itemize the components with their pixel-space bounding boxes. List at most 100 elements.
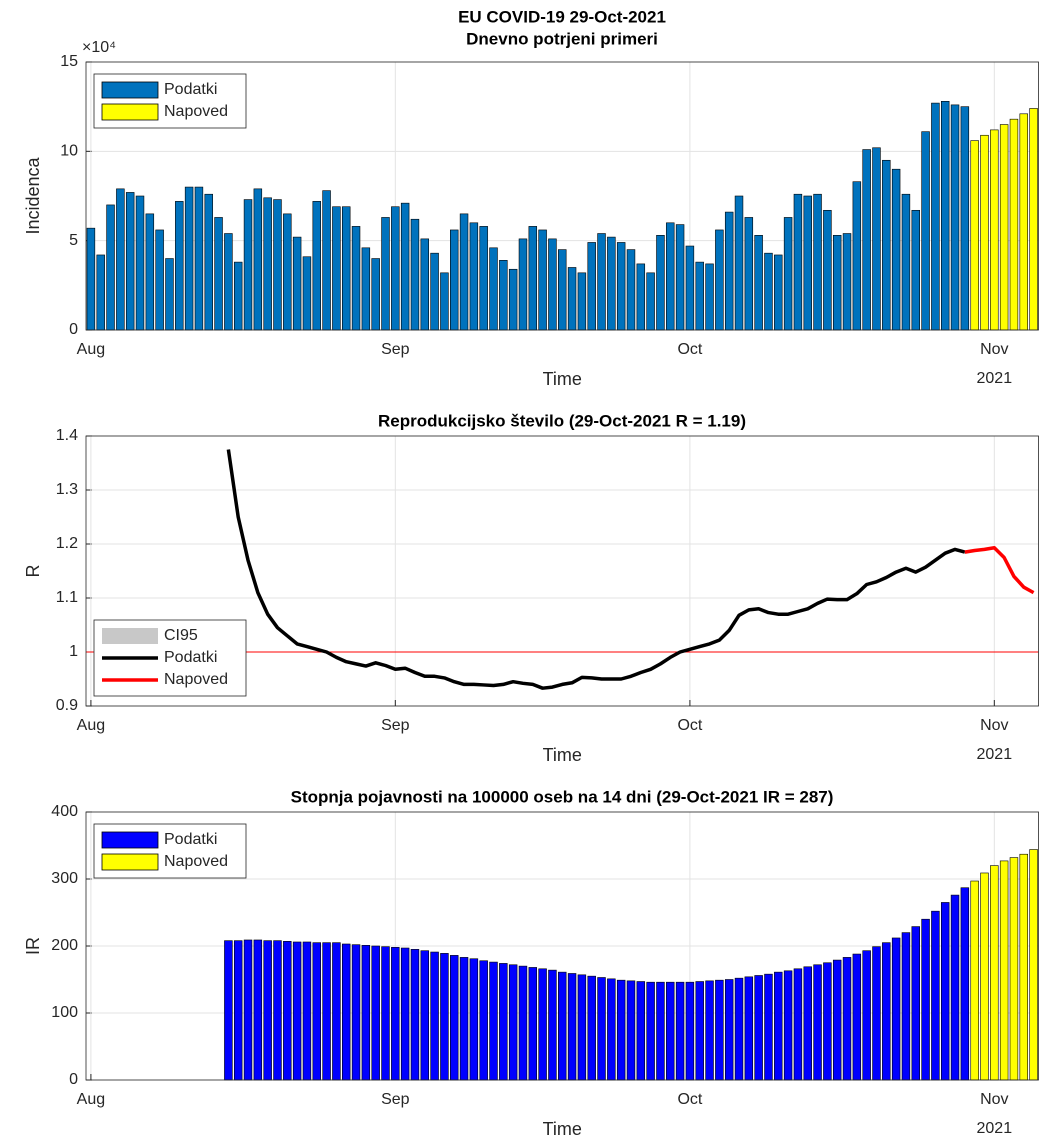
bar [273,940,282,1081]
bar [204,193,213,331]
bar [891,937,901,1081]
bar [754,235,763,331]
bar [332,206,341,331]
bar [508,268,518,331]
bar [823,209,832,331]
bar [715,229,724,331]
bar [135,195,145,331]
legend-swatch [102,628,158,644]
bar [1009,857,1019,1081]
bar [852,953,862,1081]
bar [450,955,459,1081]
bar [783,217,793,331]
x-sublabel: 2021 [977,746,1013,763]
bar [774,971,783,1081]
bar [646,981,655,1081]
bar [224,233,233,331]
bar [499,963,508,1081]
legend-label: Napoved [164,853,228,870]
bar [607,978,616,1081]
bar [450,229,459,331]
bar [224,940,233,1081]
bar [312,942,321,1081]
x-tick-label: Sep [381,1091,410,1108]
bar [793,193,803,331]
bar [832,235,842,331]
bar [341,943,351,1081]
bar [901,932,911,1081]
bar [302,256,312,331]
bar [774,254,783,331]
x-tick-label: Sep [381,717,410,734]
bar [803,195,812,331]
bar [1019,853,1028,1081]
bar [489,247,498,331]
bar [803,966,812,1081]
x-tick-label: Sep [381,341,410,358]
bar [901,193,911,331]
y-tick-label: 1.2 [56,535,78,552]
bar [872,147,881,331]
x-sublabel: 2021 [977,1120,1013,1137]
bar [970,880,979,1081]
bar [724,211,734,331]
bar [636,981,646,1081]
legend-swatch [101,853,159,871]
bar [744,976,754,1081]
legend-swatch [101,81,159,99]
bar [724,979,734,1081]
legend-swatch [101,103,159,121]
bar [862,950,871,1081]
bar [754,975,763,1081]
bar [430,951,439,1081]
bar [499,260,508,331]
y-tick-label: 1.4 [56,427,78,444]
chart-title: Stopnja pojavnosti na 100000 oseb na 14 … [291,787,834,806]
bar [931,102,940,331]
bar [990,129,999,331]
bar [243,199,253,331]
bar [911,926,920,1081]
bar [577,974,587,1081]
bar [980,134,989,331]
bar [479,960,488,1081]
bar [194,186,204,331]
bar [931,910,940,1081]
bar [764,973,773,1081]
y-tick-label: 100 [51,1004,78,1021]
y-tick-label: 300 [51,870,78,887]
bar [675,224,685,331]
bar [312,201,321,331]
chart-subtitle: Dnevno potrjeni primeri [466,29,658,48]
bar [233,261,243,331]
y-axis-label: R [23,565,43,578]
bar [882,942,891,1081]
bar [361,247,371,331]
y-tick-label: 200 [51,937,78,954]
bar [567,973,577,1081]
bar [125,192,135,331]
bar [558,249,567,331]
bar [233,940,243,1081]
legend-label: Napoved [164,671,228,688]
bar [656,235,665,331]
bar [391,206,400,331]
bar [165,258,174,331]
y-tick-label: 1.3 [56,481,78,498]
bar [116,188,125,331]
bar [469,222,479,331]
bar [1009,118,1019,331]
bar [999,124,1009,331]
x-axis-label: Time [543,745,582,765]
bar [1019,113,1028,331]
bar [430,252,439,331]
legend-label: Podatki [164,81,217,98]
bar [538,968,547,1081]
bar [695,981,704,1081]
bar [391,947,400,1081]
bar [990,865,999,1081]
bar [980,872,989,1081]
bar [184,186,194,331]
y-tick-label: 10 [60,143,78,160]
